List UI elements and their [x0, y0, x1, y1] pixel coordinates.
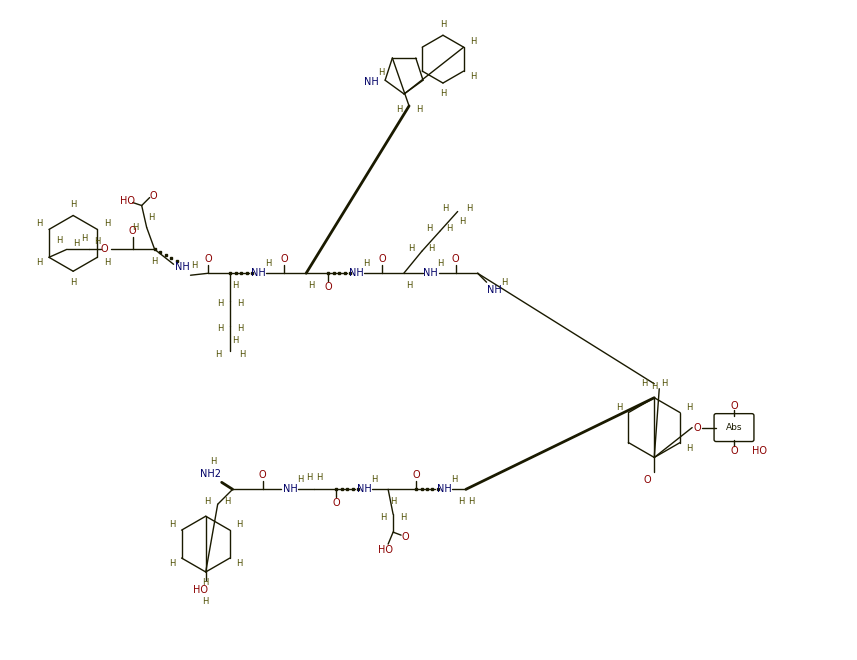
Text: H: H — [217, 298, 224, 308]
Text: NH: NH — [357, 484, 372, 494]
Text: HO: HO — [193, 585, 208, 595]
Text: H: H — [440, 90, 446, 98]
Text: H: H — [501, 278, 507, 286]
Text: H: H — [400, 513, 406, 521]
Text: H: H — [104, 219, 110, 228]
Text: HO: HO — [120, 195, 135, 205]
Text: H: H — [405, 280, 412, 290]
Text: H: H — [202, 597, 209, 607]
Text: H: H — [232, 337, 238, 345]
Text: H: H — [615, 403, 622, 412]
Text: H: H — [237, 298, 243, 308]
Text: H: H — [225, 497, 231, 506]
Text: O: O — [101, 244, 109, 254]
Text: H: H — [470, 37, 476, 46]
Text: H: H — [217, 323, 224, 333]
Text: H: H — [363, 259, 369, 268]
Text: H: H — [661, 379, 668, 388]
Text: O: O — [730, 446, 738, 457]
Text: H: H — [73, 239, 79, 248]
Text: H: H — [93, 237, 100, 246]
Text: O: O — [401, 532, 409, 542]
Text: O: O — [205, 254, 213, 264]
Text: H: H — [148, 213, 155, 222]
Text: O: O — [324, 282, 332, 292]
Text: H: H — [152, 257, 158, 266]
Text: NH2: NH2 — [201, 469, 221, 479]
Text: H: H — [409, 244, 415, 253]
Text: H: H — [104, 258, 110, 267]
Text: H: H — [427, 224, 433, 233]
Text: H: H — [81, 234, 87, 243]
Text: H: H — [169, 520, 175, 529]
Text: O: O — [730, 401, 738, 411]
Text: H: H — [265, 259, 272, 268]
Text: H: H — [416, 106, 423, 114]
Text: H: H — [686, 403, 692, 412]
Text: Abs: Abs — [726, 423, 742, 432]
Text: H: H — [438, 259, 444, 268]
Text: H: H — [651, 382, 657, 391]
Text: O: O — [412, 471, 420, 480]
Text: H: H — [237, 520, 243, 529]
Text: NH: NH — [487, 285, 502, 295]
Text: H: H — [215, 350, 222, 360]
Text: H: H — [442, 204, 449, 213]
Text: O: O — [644, 475, 651, 485]
Text: NH: NH — [175, 262, 190, 273]
Text: NH: NH — [436, 484, 452, 494]
Text: H: H — [396, 106, 402, 114]
Text: O: O — [280, 254, 288, 264]
Text: NH: NH — [283, 484, 298, 494]
Text: H: H — [428, 244, 435, 253]
Text: H: H — [36, 219, 43, 228]
Text: HO: HO — [378, 545, 393, 555]
Text: O: O — [259, 471, 267, 480]
Text: H: H — [371, 475, 377, 484]
Text: H: H — [70, 200, 76, 209]
Text: H: H — [133, 223, 139, 232]
Text: H: H — [466, 204, 473, 213]
Text: O: O — [693, 422, 701, 432]
Text: H: H — [297, 475, 303, 484]
Text: O: O — [452, 254, 459, 264]
Text: H: H — [56, 236, 63, 245]
Text: NH: NH — [251, 268, 266, 279]
Text: H: H — [205, 497, 211, 506]
Text: H: H — [211, 457, 217, 466]
Text: H: H — [308, 280, 315, 290]
Text: H: H — [191, 261, 198, 270]
Text: H: H — [202, 578, 209, 587]
Text: H: H — [378, 67, 384, 77]
Text: HO: HO — [752, 446, 767, 457]
Text: O: O — [333, 498, 340, 508]
Text: NH: NH — [423, 268, 438, 279]
Text: H: H — [390, 497, 396, 506]
Text: O: O — [150, 191, 158, 201]
Text: H: H — [641, 379, 648, 388]
Text: H: H — [237, 323, 243, 333]
Text: H: H — [239, 350, 246, 360]
Text: H: H — [237, 559, 243, 568]
Text: NH: NH — [349, 268, 363, 279]
Text: H: H — [316, 473, 322, 482]
Text: H: H — [440, 20, 446, 29]
Text: O: O — [129, 226, 136, 236]
Text: H: H — [36, 258, 43, 267]
Text: H: H — [232, 280, 238, 290]
Text: H: H — [470, 72, 476, 81]
Text: H: H — [380, 513, 387, 521]
Text: H: H — [306, 473, 313, 482]
Text: H: H — [451, 475, 457, 484]
Text: H: H — [468, 497, 474, 506]
FancyBboxPatch shape — [714, 414, 754, 442]
Text: O: O — [378, 254, 386, 264]
Text: H: H — [686, 444, 692, 453]
Text: H: H — [459, 217, 466, 226]
Text: H: H — [446, 224, 452, 233]
Text: H: H — [458, 497, 464, 506]
Text: H: H — [169, 559, 175, 568]
Text: H: H — [70, 278, 76, 286]
Text: NH: NH — [364, 77, 379, 87]
